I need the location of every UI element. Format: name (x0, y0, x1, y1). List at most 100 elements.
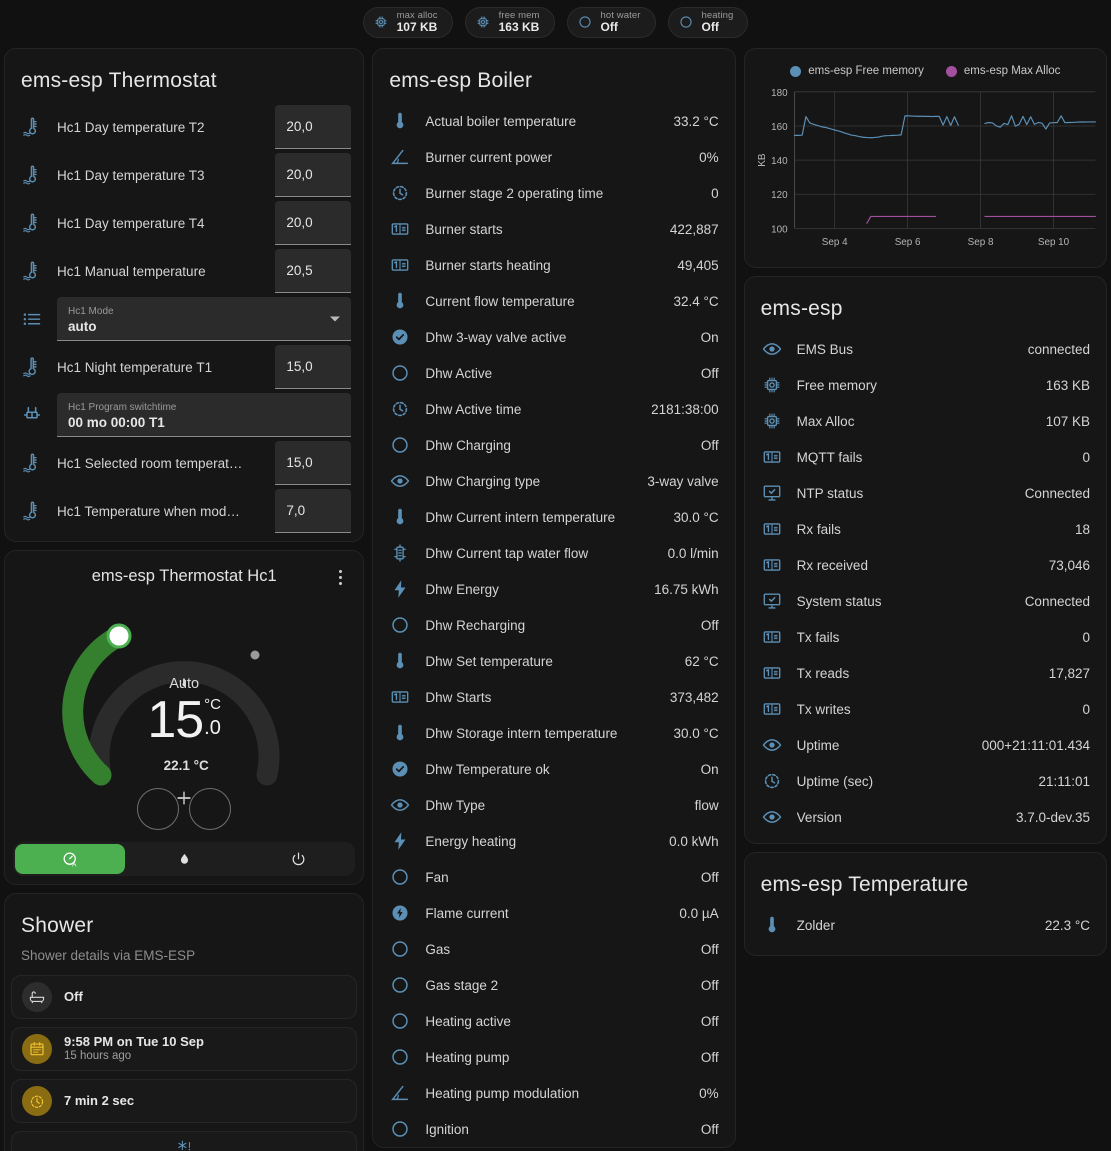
entity-value: Off (700, 365, 719, 381)
boiler-entity-row[interactable]: Heating pump Off (373, 1039, 734, 1075)
system-entity-row[interactable]: Free memory 163 KB (745, 367, 1106, 403)
entity-label: Dhw Storage intern temperature (425, 725, 618, 741)
hc1-night-temperature-row[interactable]: Hc1 Night temperature T1 15,0 (5, 343, 363, 391)
system-entity-row[interactable]: Max Alloc 107 KB (745, 403, 1106, 439)
thermostat-number-input[interactable]: 15,0 (275, 441, 352, 485)
system-entity-row[interactable]: Rx fails 18 (745, 511, 1106, 547)
shower-row[interactable]: 7 min 2 sec (11, 1079, 358, 1123)
entity-value: 000+21:11:01.434 (981, 737, 1090, 753)
entity-value: 0% (699, 1085, 719, 1101)
temperature-entity-row[interactable]: Zolder 22.3 °C (745, 907, 1106, 943)
thermostat-dial-arc[interactable] (49, 590, 319, 800)
boiler-entity-row[interactable]: Gas stage 2 Off (373, 967, 734, 1003)
system-entity-row[interactable]: Tx reads 17,827 (745, 655, 1106, 691)
mode-auto-button[interactable]: A (15, 844, 126, 874)
entity-value: 0.0 kWh (669, 833, 719, 849)
thermostat-number-input[interactable]: 20,0 (275, 201, 352, 245)
boiler-entity-row[interactable]: Burner starts heating 49,405 (373, 247, 734, 283)
thermostat-number-input[interactable]: 20,5 (275, 249, 352, 293)
boiler-entity-row[interactable]: Burner starts 422,887 (373, 211, 734, 247)
boiler-entity-row[interactable]: Ignition Off (373, 1111, 734, 1147)
status-pill-free-mem[interactable]: free mem 163 KB (464, 6, 555, 38)
memory-history-plot[interactable]: 100 120 140 160 180 Sep 4 Sep 6 Sep 8 Sep 10 KB (751, 81, 1100, 261)
boiler-entity-row[interactable]: Current flow temperature 32.4 °C (373, 283, 734, 319)
boiler-entity-row[interactable]: Heating pump modulation 0% (373, 1075, 734, 1111)
system-entity-row[interactable]: Tx writes 0 (745, 691, 1106, 727)
hc1-program-switchtime-input[interactable]: Hc1 Program switchtime 00 mo 00:00 T1 (57, 393, 352, 437)
entity-value: 107 KB (1045, 413, 1090, 429)
hc1-mode-row[interactable]: Hc1 Mode auto (5, 295, 363, 343)
thermostat-number-row[interactable]: Hc1 Selected room temperat… 15,0 (5, 439, 363, 487)
boiler-entity-row[interactable]: Dhw 3-way valve active On (373, 319, 734, 355)
svg-text:Sep 4: Sep 4 (821, 237, 847, 248)
status-pill-hot-water[interactable]: hot water Off (566, 6, 656, 38)
boiler-entity-row[interactable]: Burner current power 0% (373, 139, 734, 175)
boiler-entity-row[interactable]: Dhw Current tap water flow 0.0 l/min (373, 535, 734, 571)
system-entity-row[interactable]: Tx fails 0 (745, 619, 1106, 655)
circle-outline-icon (389, 614, 411, 636)
boiler-entity-row[interactable]: Energy heating 0.0 kWh (373, 823, 734, 859)
status-pill-value: 163 KB (498, 19, 540, 34)
system-entity-row[interactable]: Rx received 73,046 (745, 547, 1106, 583)
boiler-entity-row[interactable]: Gas Off (373, 931, 734, 967)
system-entity-row[interactable]: Version 3.7.0-dev.35 (745, 799, 1106, 835)
hc1-mode-select[interactable]: Hc1 Mode auto (57, 297, 352, 341)
boiler-entity-row[interactable]: Actual boiler temperature 33.2 °C (373, 103, 734, 139)
chevron-down-icon[interactable] (330, 316, 341, 321)
boiler-entity-row[interactable]: Flame current 0.0 µA (373, 895, 734, 931)
boiler-entity-row[interactable]: Fan Off (373, 859, 734, 895)
boiler-entity-row[interactable]: Dhw Current intern temperature 30.0 °C (373, 499, 734, 535)
thermostat-number-row[interactable]: Hc1 Temperature when mod… 7,0 (5, 487, 363, 535)
thermostat-number-row[interactable]: Hc1 Manual temperature 20,5 (5, 247, 363, 295)
shower-footer-button[interactable] (11, 1131, 358, 1151)
system-entity-row[interactable]: System status Connected (745, 583, 1106, 619)
circle-outline-icon (678, 14, 694, 30)
thermostat-number-row[interactable]: Hc1 Day temperature T4 20,0 (5, 199, 363, 247)
entity-label: Tx writes (796, 701, 851, 717)
legend-item[interactable]: ems-esp Max Alloc (945, 65, 1060, 77)
shower-rows: Off 9:58 PM on Tue 10 Sep 15 hours ago 7 mi… (5, 975, 363, 1123)
boiler-entity-row[interactable]: Dhw Active time 2181:38:00 (373, 391, 734, 427)
boiler-entity-row[interactable]: Heating active Off (373, 1003, 734, 1039)
hc1-night-temperature-input[interactable]: 15,0 (275, 345, 352, 389)
thermostat-number-input[interactable]: 20,0 (275, 105, 352, 149)
entity-label: Rx received (796, 557, 868, 573)
system-entity-row[interactable]: Uptime 000+21:11:01.434 (745, 727, 1106, 763)
shower-row[interactable]: Off (11, 975, 358, 1019)
status-pill-value: Off (701, 19, 719, 34)
shower-row[interactable]: 9:58 PM on Tue 10 Sep 15 hours ago (11, 1027, 358, 1071)
thermostat-number-input[interactable]: 7,0 (275, 489, 352, 533)
thermostat-number-input[interactable]: 20,0 (275, 153, 352, 197)
temperature-decrease-button[interactable] (137, 788, 191, 830)
thermostat-number-row[interactable]: Hc1 Day temperature T3 20,0 (5, 151, 363, 199)
boiler-entity-row[interactable]: Dhw Starts 373,482 (373, 679, 734, 715)
legend-item[interactable]: ems-esp Free memory (790, 65, 924, 77)
mode-heat-button[interactable] (129, 844, 239, 874)
boiler-entity-row[interactable]: Burner stage 2 operating time 0 (373, 175, 734, 211)
system-entity-row[interactable]: Uptime (sec) 21:11:01 (745, 763, 1106, 799)
entity-value: 73,046 (1048, 557, 1090, 573)
thermometer-icon (389, 506, 411, 528)
hc1-program-switchtime-row[interactable]: Hc1 Program switchtime 00 mo 00:00 T1 (5, 391, 363, 439)
boiler-entity-row[interactable]: Dhw Type flow (373, 787, 734, 823)
boiler-entity-row[interactable]: Dhw Set temperature 62 °C (373, 643, 734, 679)
status-pill-heating[interactable]: heating Off (667, 6, 749, 38)
boiler-entity-row[interactable]: Dhw Charging Off (373, 427, 734, 463)
circle-outline-icon (389, 1046, 411, 1068)
thermostat-dial[interactable]: Auto 15 °C .0 22.1 °C (5, 590, 363, 840)
boiler-entity-row[interactable]: Dhw Charging type 3-way valve (373, 463, 734, 499)
status-pill-max-alloc[interactable]: max alloc 107 KB (362, 6, 453, 38)
thermostat-number-row[interactable]: Hc1 Day temperature T2 20,0 (5, 103, 363, 151)
system-entity-row[interactable]: NTP status Connected (745, 475, 1106, 511)
boiler-entity-row[interactable]: Dhw Active Off (373, 355, 734, 391)
system-entity-row[interactable]: EMS Bus connected (745, 331, 1106, 367)
system-entity-row[interactable]: MQTT fails 0 (745, 439, 1106, 475)
mode-off-button[interactable] (243, 844, 353, 874)
boiler-entity-row[interactable]: Dhw Temperature ok On (373, 751, 734, 787)
boiler-entity-row[interactable]: Dhw Recharging Off (373, 607, 734, 643)
column-left: ems-esp Thermostat Hc1 Day temperature T… (4, 48, 365, 1151)
overflow-menu-icon[interactable] (331, 567, 349, 587)
temperature-increase-button[interactable] (177, 788, 232, 830)
boiler-entity-row[interactable]: Dhw Storage intern temperature 30.0 °C (373, 715, 734, 751)
boiler-entity-row[interactable]: Dhw Energy 16.75 kWh (373, 571, 734, 607)
